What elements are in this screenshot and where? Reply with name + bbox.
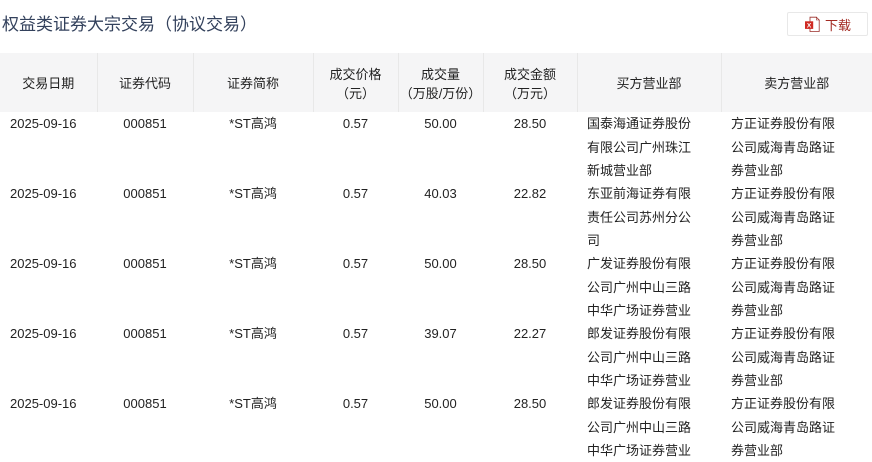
svg-text:X: X bbox=[807, 22, 812, 29]
